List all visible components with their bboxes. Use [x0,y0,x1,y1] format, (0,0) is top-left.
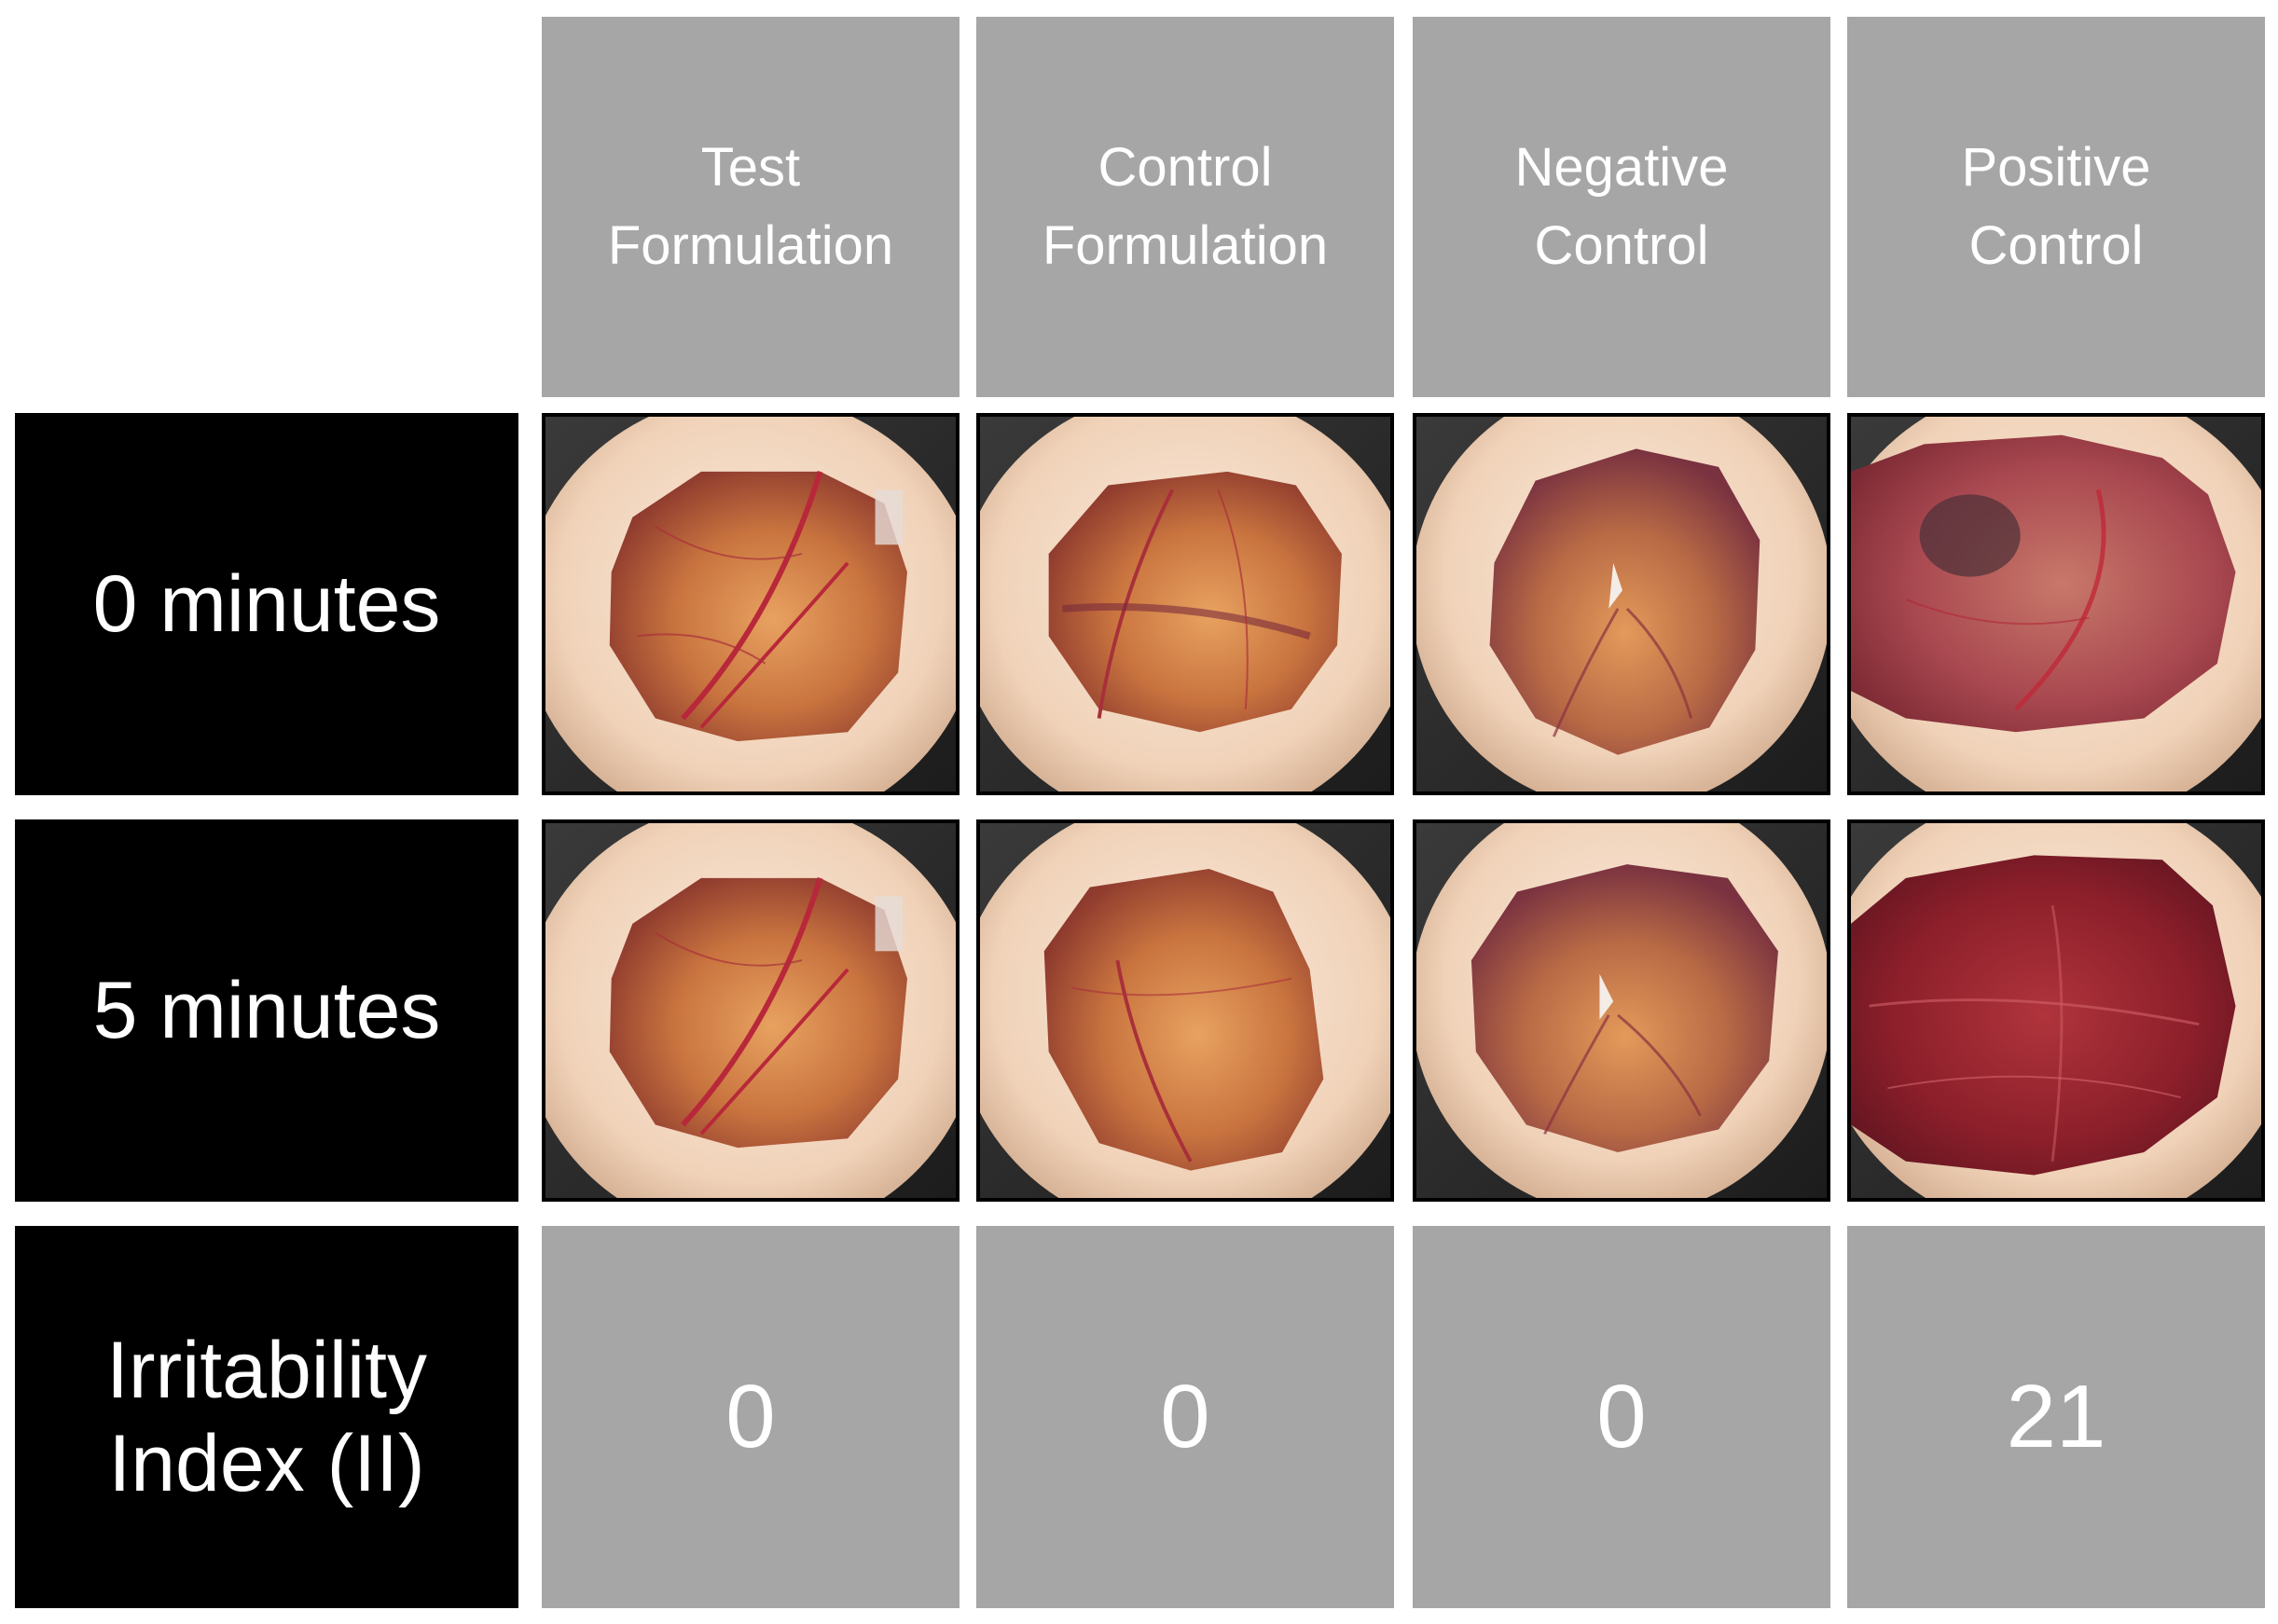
score-value: 0 [1160,1367,1210,1466]
score-value: 0 [725,1367,776,1466]
egg-photo-control-5min [976,819,1394,1202]
score-negative-control: 0 [1413,1226,1830,1608]
egg-photo-negative-5min [1413,819,1830,1202]
score-control-formulation: 0 [976,1226,1394,1608]
egg-photo-test-5min [542,819,960,1202]
score-positive-control: 21 [1847,1226,2265,1608]
column-header-negative-control: Negative Control [1413,17,1830,397]
row-label-irritability-index: Irritability Index (II) [15,1226,518,1608]
column-header-line: Control [1098,137,1273,198]
egg-photo-control-0min [976,413,1394,795]
score-value: 21 [2006,1367,2106,1466]
row-label-5-minutes: 5 minutes [15,819,518,1202]
row-label-text: 5 minutes [92,966,441,1055]
row-label-text: Index (II) [108,1419,425,1508]
column-header-line: Control [1968,215,2144,276]
column-header-line: Formulation [1042,215,1329,276]
column-header-test-formulation: Test Formulation [542,17,960,397]
column-header-line: Negative [1514,137,1729,198]
row-label-0-minutes: 0 minutes [15,413,518,795]
column-header-line: Formulation [607,215,894,276]
egg-photo-positive-0min [1847,413,2265,795]
column-header-line: Test [700,137,801,198]
column-header-line: Positive [1961,137,2151,198]
egg-photo-positive-5min [1847,819,2265,1202]
row-label-text: 0 minutes [92,559,441,649]
score-test-formulation: 0 [542,1226,960,1608]
column-header-control-formulation: Control Formulation [976,17,1394,397]
score-value: 0 [1596,1367,1647,1466]
egg-photo-test-0min [542,413,960,795]
column-header-line: Control [1534,215,1709,276]
egg-photo-negative-0min [1413,413,1830,795]
column-header-positive-control: Positive Control [1847,17,2265,397]
row-label-text: Irritability [105,1326,428,1415]
